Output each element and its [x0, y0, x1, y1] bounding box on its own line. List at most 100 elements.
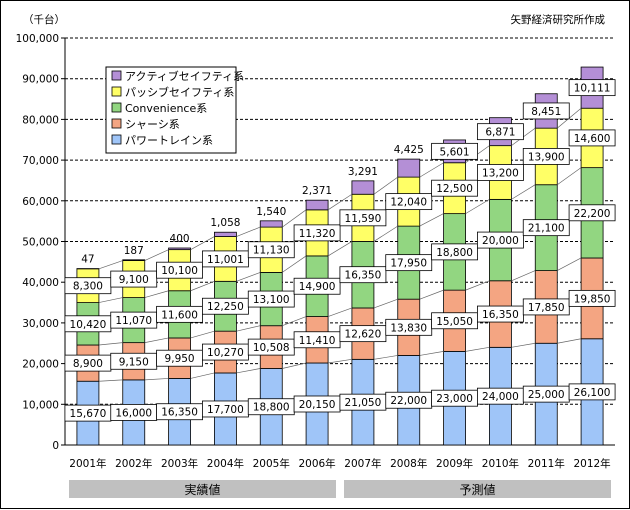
series-connector: [374, 299, 398, 308]
data-label: 400: [170, 233, 190, 245]
x-tick-label: 2010年: [482, 457, 519, 470]
data-label: 18,800: [253, 402, 290, 414]
bar-segment: [306, 200, 328, 210]
data-label: 25,000: [528, 389, 565, 401]
series-connector: [328, 359, 352, 363]
bar-segment: [214, 232, 236, 236]
data-label: 13,100: [253, 294, 290, 306]
series-connector: [420, 214, 444, 226]
y-tick-label: 50,000: [22, 237, 59, 249]
legend-swatch: [112, 71, 121, 80]
data-label: 18,800: [436, 247, 473, 259]
series-connector: [99, 343, 123, 345]
data-label: 12,040: [390, 197, 427, 209]
data-label: 13,900: [528, 151, 565, 163]
source-label: 矢野経済研究所作成: [511, 13, 606, 26]
data-label: 11,130: [253, 245, 290, 257]
data-label: 13,200: [482, 168, 519, 180]
phase-bars: 実績値 予測値: [69, 480, 611, 498]
x-tick-label: 2006年: [298, 457, 335, 470]
series-connector: [145, 378, 169, 379]
data-label: 2,371: [302, 185, 332, 197]
series-connector: [145, 250, 169, 261]
data-label: 14,600: [574, 133, 611, 145]
data-label: 10,111: [574, 83, 611, 95]
series-connector: [511, 343, 535, 347]
x-tick-label: 2011年: [528, 457, 565, 470]
series-connector: [511, 271, 535, 281]
data-label: 10,420: [70, 319, 107, 331]
legend-entry: シャーシ系: [125, 118, 180, 131]
data-label: 20,000: [482, 235, 519, 247]
y-tick-label: 100,000: [16, 33, 59, 45]
data-label: 20,150: [299, 399, 336, 411]
x-tick-label: 2003年: [161, 457, 198, 470]
series-connector: [191, 331, 215, 338]
data-label: 16,350: [345, 270, 382, 282]
bar-segment: [260, 221, 282, 227]
data-label: 3,291: [348, 166, 378, 178]
series-connector: [191, 281, 215, 290]
legend-entry: パワートレイン系: [125, 134, 213, 147]
data-label: 15,670: [70, 408, 107, 420]
series-connector: [466, 199, 490, 213]
series-connector: [99, 261, 123, 269]
series-connector: [236, 272, 260, 281]
unit-label: （千台）: [23, 13, 65, 26]
bar-segment: [398, 159, 420, 177]
y-tick-label: 10,000: [22, 399, 59, 411]
data-label: 23,000: [436, 393, 473, 405]
data-label: 19,850: [574, 293, 611, 305]
x-tick-label: 2004年: [207, 457, 244, 470]
phase-label: 予測値: [459, 482, 495, 497]
data-label: 17,950: [390, 258, 427, 270]
series-connector: [374, 226, 398, 241]
data-label: 9,950: [165, 353, 195, 365]
series-connector: [328, 241, 352, 255]
data-label: 15,050: [436, 316, 473, 328]
data-label: 1,540: [256, 206, 286, 218]
bar-segment: [123, 260, 145, 261]
data-label: 16,000: [115, 407, 152, 419]
data-label: 13,830: [390, 322, 427, 334]
bar-segment: [352, 181, 374, 194]
data-label: 12,620: [345, 329, 382, 341]
legend-swatch: [112, 135, 121, 144]
data-label: 11,001: [207, 254, 244, 266]
y-tick-label: 70,000: [22, 155, 59, 167]
data-label: 21,100: [528, 223, 565, 235]
data-label: 8,900: [73, 358, 103, 370]
data-label: 9,100: [119, 274, 149, 286]
series-connector: [374, 177, 398, 194]
series-connector: [557, 168, 581, 185]
data-label: 17,850: [528, 302, 565, 314]
x-tick-label: 2001年: [69, 457, 106, 470]
x-tick-label: 2007年: [344, 457, 381, 470]
series-connector: [282, 317, 306, 326]
data-label: 11,590: [345, 213, 382, 225]
data-label: 16,350: [161, 407, 198, 419]
series-connector: [328, 308, 352, 317]
legend-entry: パッシブセイフティ系: [125, 85, 234, 99]
data-label: 6,871: [485, 127, 515, 139]
phase-label: 実績値: [184, 482, 220, 497]
series-connector: [557, 258, 581, 271]
data-label: 14,900: [299, 281, 336, 293]
y-tick-label: 60,000: [22, 196, 59, 208]
data-label: 22,200: [574, 208, 611, 220]
bar-segment: [169, 248, 191, 250]
legend-entry: Convenience系: [125, 102, 207, 115]
series-connector: [557, 339, 581, 343]
data-label: 10,270: [207, 347, 244, 359]
series-connector: [145, 338, 169, 343]
series-connector: [99, 298, 123, 303]
data-label: 10,508: [253, 342, 290, 354]
y-tick-label: 20,000: [22, 359, 59, 371]
data-label: 8,451: [531, 106, 561, 118]
series-connector: [145, 291, 169, 298]
data-label: 12,500: [436, 183, 473, 195]
data-label: 187: [124, 245, 144, 257]
x-tick-label: 2012年: [573, 457, 610, 470]
data-label: 26,100: [574, 387, 611, 399]
